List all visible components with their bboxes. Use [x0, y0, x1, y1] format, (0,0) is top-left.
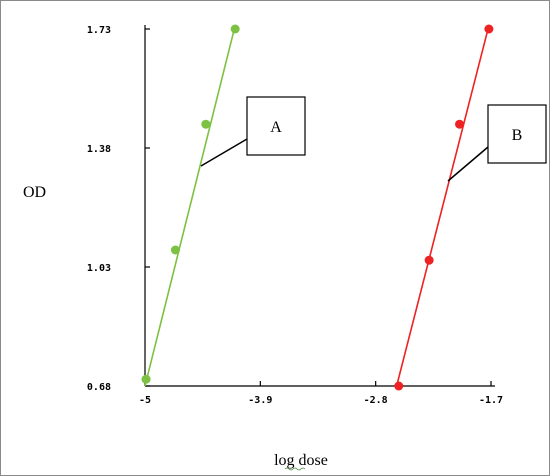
callout-label-B: B — [512, 127, 523, 144]
series-line-B — [395, 25, 490, 387]
callout-box-B — [487, 104, 547, 164]
axes — [144, 25, 495, 387]
callout-label-A: A — [270, 119, 282, 136]
data-point-A — [230, 24, 240, 34]
data-point-B — [484, 24, 494, 34]
x-tick-label: -5 — [139, 395, 151, 406]
x-tick-label: -1.7 — [479, 395, 503, 406]
callout-leader-B — [447, 146, 489, 182]
y-tick-label: 1.73 — [87, 25, 111, 36]
x-tick-label: -3.9 — [248, 395, 272, 406]
data-point-B — [424, 255, 434, 265]
y-tick-label: 1.03 — [87, 263, 111, 274]
x-tick-label: -2.8 — [364, 395, 388, 406]
callout-leader-A — [200, 138, 248, 167]
data-point-A — [201, 119, 211, 129]
series-B — [394, 24, 494, 391]
y-tick-label: 1.38 — [87, 144, 111, 155]
data-point-A — [141, 374, 151, 384]
series-layer — [141, 24, 494, 391]
x-axis-title: log dose — [274, 452, 328, 469]
series-A — [141, 24, 240, 387]
y-axis-title: OD — [23, 184, 46, 201]
data-point-B — [394, 381, 404, 391]
callout-box-A — [246, 96, 306, 156]
series-line-A — [144, 25, 236, 387]
data-point-A — [170, 245, 180, 255]
y-tick-label: 0.68 — [87, 382, 111, 393]
data-point-B — [455, 119, 465, 129]
spellcheck-underline — [284, 467, 306, 471]
ticks: 0.68 1.03 1.38 1.73 -5 -3.9 -2.8 -1.7 — [87, 25, 503, 406]
